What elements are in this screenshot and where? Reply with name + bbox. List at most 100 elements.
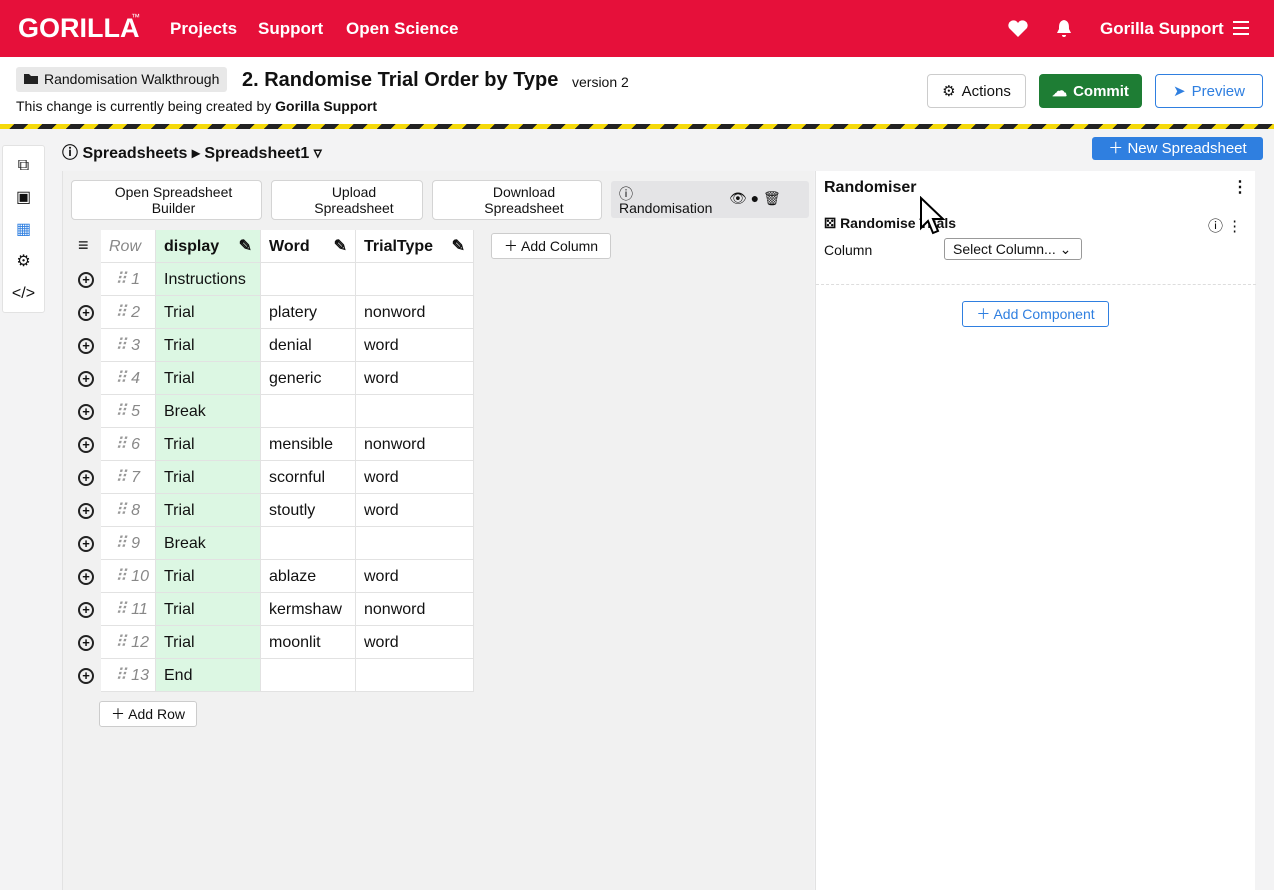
- value: 13: [131, 667, 149, 684]
- cell[interactable]: kermshaw: [261, 593, 356, 626]
- brand[interactable]: GORILLA: [18, 13, 140, 43]
- add-row-icon[interactable]: +: [78, 503, 94, 519]
- cell[interactable]: Instructions: [156, 263, 261, 296]
- drag-handle[interactable]: ⠿: [115, 370, 132, 387]
- icon-list[interactable]: ⧉ ▣ ▦ ⚙ </>: [11, 157, 36, 302]
- cell[interactable]: Trial: [156, 362, 261, 395]
- add-row-icon[interactable]: +: [78, 305, 94, 321]
- current-sheet[interactable]: Spreadsheet1: [204, 145, 310, 162]
- cell[interactable]: [261, 395, 356, 428]
- cell[interactable]: nonword: [356, 296, 474, 329]
- edit-icon[interactable]: ✎: [333, 238, 347, 255]
- drag-handle[interactable]: ⠿: [115, 304, 132, 321]
- cell[interactable]: Trial: [156, 329, 261, 362]
- cell[interactable]: Trial: [156, 428, 261, 461]
- drag-handle[interactable]: ⠿: [115, 667, 132, 684]
- bell-icon[interactable]: [1055, 19, 1073, 39]
- cell[interactable]: word: [356, 626, 474, 659]
- preview-button[interactable]: ➤ Preview: [1155, 74, 1263, 108]
- cell[interactable]: nonword: [356, 428, 474, 461]
- action-button[interactable]: Open Spreadsheet Builder: [71, 180, 262, 220]
- add-row-icon[interactable]: +: [78, 602, 94, 618]
- drag-handle[interactable]: ⠿: [115, 403, 132, 420]
- cell[interactable]: Trial: [156, 461, 261, 494]
- drag-handle[interactable]: ⠿: [115, 502, 132, 519]
- add-row-icon[interactable]: +: [78, 569, 94, 585]
- cell[interactable]: [356, 263, 474, 296]
- randomisation-tab[interactable]: ⓘ Randomisation 👁 ● 🗑: [611, 181, 809, 218]
- add-row-icon[interactable]: +: [78, 668, 94, 684]
- add-row-icon[interactable]: +: [78, 470, 94, 486]
- header: Randomisation Walkthrough 2. Randomise T…: [0, 57, 1274, 124]
- add-row-icon[interactable]: +: [78, 437, 94, 453]
- add-row-button[interactable]: ＋ Add Row: [99, 701, 197, 727]
- cell[interactable]: [356, 527, 474, 560]
- cell[interactable]: mensible: [261, 428, 356, 461]
- nav-link[interactable]: Projects: [170, 19, 238, 38]
- cell[interactable]: Break: [156, 395, 261, 428]
- nav-link[interactable]: Open Science: [346, 19, 459, 38]
- add-row-icon[interactable]: +: [78, 272, 94, 288]
- add-row-icon[interactable]: +: [78, 635, 94, 651]
- cell[interactable]: Trial: [156, 494, 261, 527]
- cell[interactable]: [261, 263, 356, 296]
- cell[interactable]: ablaze: [261, 560, 356, 593]
- cell[interactable]: word: [356, 329, 474, 362]
- label: Select Column...: [953, 241, 1056, 257]
- cell[interactable]: word: [356, 560, 474, 593]
- cell[interactable]: stoutly: [261, 494, 356, 527]
- cell[interactable]: [356, 395, 474, 428]
- cell[interactable]: moonlit: [261, 626, 356, 659]
- new-spreadsheet-button[interactable]: ＋ New Spreadsheet: [1092, 137, 1263, 160]
- drag-handle[interactable]: ⠿: [115, 634, 132, 651]
- cell[interactable]: platery: [261, 296, 356, 329]
- commit-button[interactable]: ☁ Commit: [1039, 74, 1142, 108]
- action-button[interactable]: Upload Spreadsheet: [271, 180, 423, 220]
- drag-handle[interactable]: ⠿: [115, 601, 132, 618]
- drag-handle[interactable]: ⠿: [115, 568, 132, 585]
- menu-icon[interactable]: ≡: [78, 235, 89, 255]
- cell[interactable]: Trial: [156, 296, 261, 329]
- cell[interactable]: [356, 659, 474, 692]
- user-menu[interactable]: Gorilla Support: [1100, 19, 1224, 38]
- cell[interactable]: [261, 659, 356, 692]
- add-component-button[interactable]: ＋ Add Component: [962, 301, 1109, 327]
- drag-handle[interactable]: ⠿: [115, 436, 132, 453]
- add-row-icon[interactable]: +: [78, 371, 94, 387]
- cell[interactable]: [261, 527, 356, 560]
- drag-handle[interactable]: ⠿: [115, 469, 132, 486]
- cell[interactable]: word: [356, 362, 474, 395]
- menu-icon[interactable]: [1233, 21, 1249, 35]
- column-header[interactable]: Word ✎: [261, 230, 356, 263]
- value: nonword: [364, 601, 426, 618]
- add-row-icon[interactable]: +: [78, 338, 94, 354]
- column-select[interactable]: Select Column... ⌄: [944, 238, 1082, 260]
- cell[interactable]: Trial: [156, 560, 261, 593]
- column-header[interactable]: display ✎: [156, 230, 261, 263]
- column-header[interactable]: TrialType ✎: [356, 230, 474, 263]
- cell[interactable]: End: [156, 659, 261, 692]
- cell[interactable]: Trial: [156, 593, 261, 626]
- cell[interactable]: generic: [261, 362, 356, 395]
- cell[interactable]: Trial: [156, 626, 261, 659]
- section[interactable]: Spreadsheets: [82, 145, 188, 162]
- cell[interactable]: Break: [156, 527, 261, 560]
- add-row-icon[interactable]: +: [78, 536, 94, 552]
- edit-icon[interactable]: ✎: [238, 238, 252, 255]
- actions-button[interactable]: ⚙ Actions: [927, 74, 1026, 108]
- breadcrumb[interactable]: Randomisation Walkthrough: [16, 67, 228, 92]
- cell[interactable]: word: [356, 494, 474, 527]
- nav-link[interactable]: Support: [258, 19, 324, 38]
- cell[interactable]: scornful: [261, 461, 356, 494]
- cell[interactable]: nonword: [356, 593, 474, 626]
- drag-handle[interactable]: ⠿: [115, 337, 132, 354]
- cell[interactable]: denial: [261, 329, 356, 362]
- add-row-icon[interactable]: +: [78, 404, 94, 420]
- cell[interactable]: word: [356, 461, 474, 494]
- drag-handle[interactable]: ⠿: [115, 535, 132, 552]
- add-column-button[interactable]: ＋ Add Column: [491, 233, 611, 259]
- drag-handle[interactable]: ⠿: [115, 271, 132, 288]
- edit-icon[interactable]: ✎: [451, 238, 465, 255]
- action-button[interactable]: Download Spreadsheet: [432, 180, 602, 220]
- heart-icon[interactable]: [1008, 20, 1028, 38]
